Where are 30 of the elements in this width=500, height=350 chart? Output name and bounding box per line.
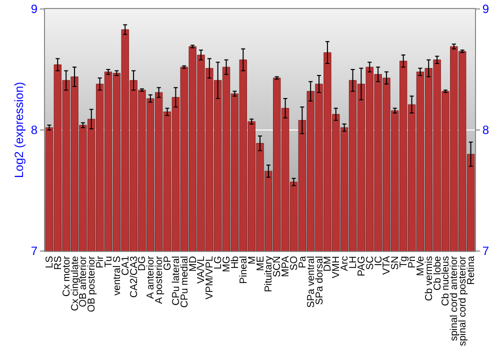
x-tick-label: OB posterior (86, 255, 98, 312)
y2-tick-label: 7 (482, 244, 490, 258)
x-tick-label: ventral S (112, 256, 123, 296)
y2-tick-label: 9 (482, 2, 490, 16)
x-tick-label: SC (364, 256, 376, 270)
x-tick-label: LH (348, 256, 359, 269)
x-tick-label: ME (255, 256, 266, 271)
y-tick-label: 9 (30, 2, 38, 16)
x-tick-label: Hb (230, 256, 241, 269)
x-tick-label: SO (288, 256, 300, 270)
x-tick-label: spinal cord posterior (458, 255, 469, 346)
x-tick-label: Retina (466, 256, 478, 285)
x-tick-label: A posterior (154, 255, 166, 304)
x-tick-label: CA1 (120, 256, 132, 276)
x-tick-label: Tu (103, 256, 114, 268)
x-tick-label: Pituitary (264, 256, 275, 292)
x-tick-label: RS (52, 256, 64, 270)
y-axis-title: Log2 (expression) (12, 82, 26, 178)
x-tick-label: Tg (398, 256, 410, 268)
x-tick-label: CPu medial (179, 256, 190, 308)
x-tick-label: LS (44, 256, 56, 268)
x-tick-label: Pineal (238, 256, 250, 284)
y2-tick-label: 8 (482, 123, 490, 138)
x-tick-label: GP (162, 256, 174, 270)
y-tick-label: 7 (30, 244, 38, 258)
x-tick-label: PAG (356, 256, 368, 276)
y-tick-label: 8 (30, 123, 38, 138)
x-tick-label: M (246, 256, 258, 264)
x-tick-label: MVe (415, 256, 426, 276)
x-tick-label: Pa (297, 256, 308, 268)
